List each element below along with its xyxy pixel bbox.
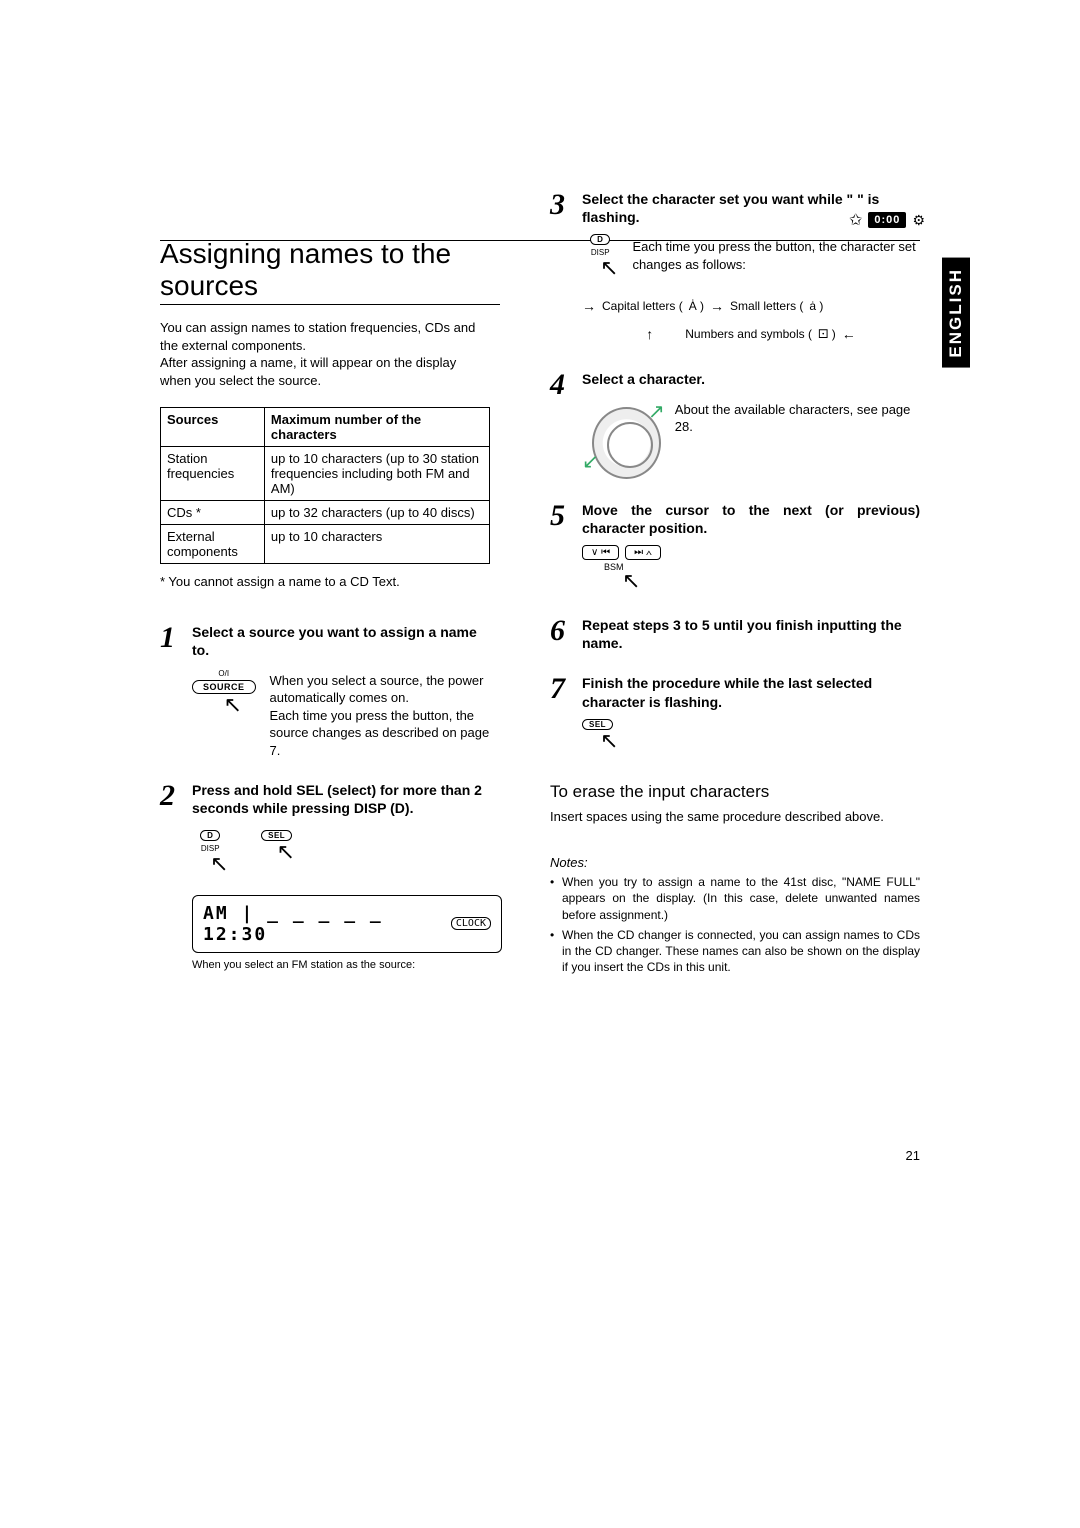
capital-letters-label: Capital letters ( <box>602 294 683 318</box>
step-number: 6 <box>550 616 572 646</box>
step-title: Select the character set you want while … <box>582 190 920 226</box>
step-1: 1 Select a source you want to assign a n… <box>160 623 490 759</box>
table-row: External components up to 10 characters <box>161 525 490 564</box>
charset-flow: → Capital letters ( Ȧ ) → Small letters … <box>582 291 920 348</box>
step-number: 4 <box>550 370 572 400</box>
step-number: 1 <box>160 623 182 653</box>
sel-button: SEL <box>582 719 613 730</box>
arrow-icon: → <box>582 292 596 320</box>
right-column: 3 Select the character set you want whil… <box>550 190 920 979</box>
step-body: Finish the procedure while the last sele… <box>582 674 920 753</box>
cursor-icon: ↖ <box>276 839 294 865</box>
step-body: Move the cursor to the next (or previous… <box>582 501 920 594</box>
step-title: Press and hold SEL (select) for more tha… <box>192 781 502 817</box>
source-button-graphic: O/I SOURCE ↖ <box>192 668 256 718</box>
step-text: About the available characters, see page… <box>675 401 920 436</box>
step-title: Finish the procedure while the last sele… <box>582 674 920 710</box>
numbers-icon: ⚀ ) <box>818 322 836 346</box>
notes-list: When you try to assign a name to the 41s… <box>550 874 920 975</box>
step-title: Move the cursor to the next (or previous… <box>582 501 920 537</box>
sel-button-graphic: SEL ↖ <box>582 719 618 754</box>
step-number: 3 <box>550 190 572 220</box>
page-number: 21 <box>906 1148 920 1163</box>
clock-icon: CLOCK <box>451 917 491 930</box>
small-icon: ȧ ) <box>809 294 823 318</box>
step-4: 4 Select a character. ↙ ↗ About the avai… <box>550 370 920 478</box>
th-max: Maximum number of the characters <box>264 408 489 447</box>
note-item: When the CD changer is connected, you ca… <box>550 927 920 976</box>
sel-button-graphic: SEL ↖ <box>258 830 294 877</box>
left-column: Assigning names to the sources You can a… <box>160 190 490 971</box>
step-text: When you select a source, the power auto… <box>270 672 490 760</box>
numbers-symbols-label: Numbers and symbols ( <box>685 322 812 346</box>
step-body: Repeat steps 3 to 5 until you finish inp… <box>582 616 920 652</box>
td-max: up to 10 characters <box>264 525 489 564</box>
arrow-icon: → <box>710 292 724 320</box>
step-7: 7 Finish the procedure while the last se… <box>550 674 920 753</box>
th-sources: Sources <box>161 408 265 447</box>
small-letters-label: Small letters ( <box>730 294 803 318</box>
notes-heading: Notes: <box>550 855 920 870</box>
arrow-left-icon: ← <box>842 320 856 348</box>
sources-table: Sources Maximum number of the characters… <box>160 407 490 564</box>
power-icon: O/I <box>218 669 229 678</box>
note-item: When you try to assign a name to the 41s… <box>550 874 920 923</box>
td-src: CDs * <box>161 501 265 525</box>
intro-text: You can assign names to station frequenc… <box>160 319 490 389</box>
capital-icon: Ȧ ) <box>689 294 704 318</box>
table-row: Station frequencies up to 10 characters … <box>161 447 490 501</box>
td-max: up to 32 characters (up to 40 discs) <box>264 501 489 525</box>
table-header-row: Sources Maximum number of the characters <box>161 408 490 447</box>
rotate-left-icon: ↙ <box>582 449 599 474</box>
cursor-icon: ↖ <box>210 851 228 877</box>
step-number: 5 <box>550 501 572 531</box>
page-title: Assigning names to the sources <box>160 238 500 305</box>
source-button: SOURCE <box>192 680 256 694</box>
rotate-right-icon: ↗ <box>648 399 665 424</box>
disp-button-graphic: D DISP ↖ <box>582 234 618 281</box>
step-title: Repeat steps 3 to 5 until you finish inp… <box>582 616 920 652</box>
erase-heading: To erase the input characters <box>550 782 920 802</box>
step-2: 2 Press and hold SEL (select) for more t… <box>160 781 490 970</box>
disp-button-graphic: D DISP ↖ <box>192 830 228 877</box>
d-button: D <box>590 234 610 245</box>
step-6: 6 Repeat steps 3 to 5 until you finish i… <box>550 616 920 652</box>
lcd-text: AM | _ _ _ _ _ 12:30 <box>203 903 443 945</box>
step-number: 2 <box>160 781 182 811</box>
step-body: Select the character set you want while … <box>582 190 920 348</box>
cursor-icon: ↖ <box>622 568 920 594</box>
step-5: 5 Move the cursor to the next (or previo… <box>550 501 920 594</box>
lcd-display: AM | _ _ _ _ _ 12:30 CLOCK <box>192 895 502 953</box>
prev-button: ∨ ⏮ <box>582 545 619 560</box>
dial-graphic: ↙ ↗ <box>592 407 661 479</box>
display-caption: When you select an FM station as the sou… <box>192 959 502 971</box>
step-title: Select a character. <box>582 370 920 388</box>
step-number: 7 <box>550 674 572 704</box>
step-body: Press and hold SEL (select) for more tha… <box>192 781 502 970</box>
cursor-icon: ↖ <box>600 728 618 754</box>
step-title: Select a source you want to assign a nam… <box>192 623 490 659</box>
sel-button: SEL <box>261 830 292 841</box>
td-max: up to 10 characters (up to 30 station fr… <box>264 447 489 501</box>
td-src: External components <box>161 525 265 564</box>
step-3: 3 Select the character set you want whil… <box>550 190 920 348</box>
table-row: CDs * up to 32 characters (up to 40 disc… <box>161 501 490 525</box>
table-footnote: * You cannot assign a name to a CD Text. <box>160 574 490 589</box>
bsm-buttons: ∨ ⏮ ⏭ ∧ <box>582 545 920 560</box>
cursor-icon: ↖ <box>600 255 618 281</box>
step-body: Select a source you want to assign a nam… <box>192 623 490 759</box>
step-body: Select a character. ↙ ↗ About the availa… <box>582 370 920 478</box>
td-src: Station frequencies <box>161 447 265 501</box>
next-button: ⏭ ∧ <box>625 545 661 560</box>
step-text: Each time you press the button, the char… <box>632 238 920 273</box>
d-button: D <box>200 830 220 841</box>
arrow-up-icon: ↑ <box>646 320 653 348</box>
cursor-icon: ↖ <box>224 692 242 718</box>
erase-text: Insert spaces using the same procedure d… <box>550 808 920 826</box>
language-tab: ENGLISH <box>942 258 970 368</box>
page-content: Assigning names to the sources You can a… <box>160 190 920 979</box>
